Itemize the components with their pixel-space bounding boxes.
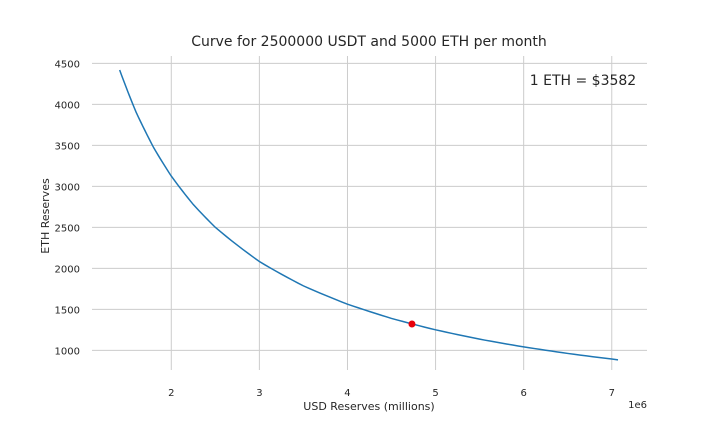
y-tick-label: 1000: [55, 346, 80, 357]
y-tick-label: 2500: [55, 223, 80, 234]
x-tick-label: 4: [344, 388, 350, 399]
price-annotation: 1 ETH = $3582: [530, 73, 636, 89]
y-tick-label: 2000: [55, 264, 80, 275]
current-point-marker: [408, 320, 416, 328]
x-tick-label: 5: [432, 388, 438, 399]
x-axis-label: USD Reserves (millions): [303, 400, 434, 413]
y-tick-label: 3500: [55, 141, 80, 152]
y-tick-label: 1500: [55, 305, 80, 316]
series-line: [118, 69, 619, 361]
y-tick-label: 4500: [55, 59, 80, 70]
y-axis-label: ETH Reserves: [39, 178, 52, 254]
x-tick-label: 2: [168, 388, 174, 399]
chart-title: Curve for 2500000 USDT and 5000 ETH per …: [191, 34, 547, 50]
x-axis-offset-label: 1e6: [628, 400, 647, 411]
x-tick-label: 7: [609, 388, 615, 399]
y-tick-label: 3000: [55, 182, 80, 193]
y-tick-label: 4000: [55, 100, 80, 111]
x-tick-label: 3: [256, 388, 262, 399]
x-tick-label: 6: [520, 388, 526, 399]
